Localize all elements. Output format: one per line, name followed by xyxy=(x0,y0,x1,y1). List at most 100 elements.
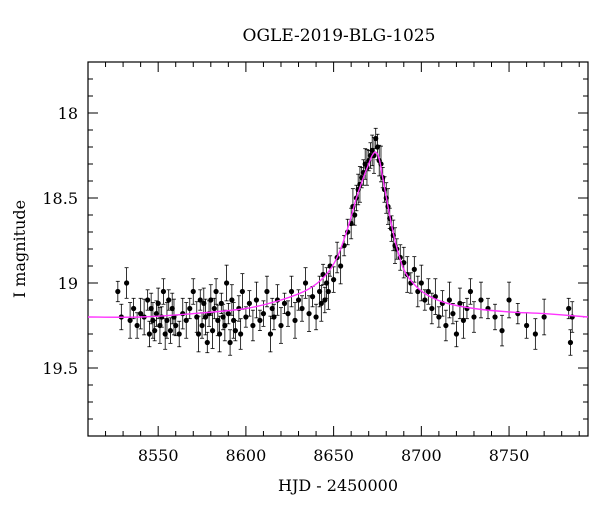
data-point xyxy=(150,317,156,323)
data-point xyxy=(443,322,449,329)
data-point xyxy=(457,300,463,306)
data-point xyxy=(352,212,358,218)
data-point xyxy=(499,328,505,334)
data-point xyxy=(281,300,288,306)
data-point xyxy=(373,135,379,142)
data-point xyxy=(208,297,214,303)
data-point xyxy=(218,300,224,306)
data-point xyxy=(292,317,298,323)
data-point xyxy=(285,311,291,317)
data-point xyxy=(295,297,302,303)
data-point xyxy=(204,339,210,346)
data-point xyxy=(288,288,295,295)
plot-frame xyxy=(87,61,589,437)
data-point xyxy=(146,331,153,337)
data-point xyxy=(138,311,144,317)
data-point xyxy=(213,288,219,295)
data-point xyxy=(243,314,249,320)
y-tick-label: 18 xyxy=(58,104,78,123)
data-point xyxy=(222,322,228,329)
data-point xyxy=(155,300,161,306)
data-point xyxy=(127,317,133,323)
data-point xyxy=(225,311,231,317)
data-point xyxy=(467,288,474,295)
data-point xyxy=(199,322,205,329)
y-tick-labels: 18 18.5 19 19.5 xyxy=(42,104,78,378)
data-point xyxy=(238,331,244,337)
data-point xyxy=(187,305,193,312)
data-point xyxy=(223,280,230,286)
data-point xyxy=(131,305,137,312)
data-point xyxy=(492,314,498,320)
data-point xyxy=(338,263,344,269)
data-point xyxy=(313,314,319,320)
model-curve xyxy=(87,151,589,318)
data-point xyxy=(299,305,305,312)
data-point xyxy=(429,305,435,312)
data-point xyxy=(422,297,428,303)
data-point xyxy=(246,300,253,306)
data-point xyxy=(231,317,237,323)
data-point xyxy=(232,328,238,334)
data-point xyxy=(211,305,217,312)
data-point xyxy=(478,297,484,303)
data-point xyxy=(453,331,460,337)
data-point xyxy=(532,331,538,337)
data-point xyxy=(157,322,163,329)
data-point xyxy=(134,322,140,329)
data-point xyxy=(194,314,200,320)
x-tick-label: 8650 xyxy=(313,446,354,465)
data-point xyxy=(227,339,233,346)
data-point xyxy=(541,314,547,320)
data-point xyxy=(216,331,223,337)
data-point xyxy=(250,322,256,329)
data-point xyxy=(197,297,203,303)
data-point xyxy=(167,328,174,334)
data-point xyxy=(471,314,477,320)
data-point xyxy=(523,322,530,329)
data-point xyxy=(415,288,421,295)
data-point xyxy=(215,317,221,323)
y-tick-label: 18.5 xyxy=(42,189,78,208)
data-point xyxy=(201,300,207,306)
data-point xyxy=(369,147,375,153)
data-point xyxy=(446,297,453,303)
y-tick-label: 19 xyxy=(58,274,78,293)
data-point xyxy=(148,305,154,312)
data-point xyxy=(253,297,260,303)
x-tick-label: 8600 xyxy=(226,446,267,465)
data-point xyxy=(195,331,202,337)
data-point xyxy=(425,288,431,295)
data-point xyxy=(169,305,175,312)
data-point xyxy=(411,266,417,272)
data-point xyxy=(306,311,312,317)
data-point xyxy=(164,317,170,323)
data-point xyxy=(202,314,209,320)
data-point xyxy=(418,280,424,286)
data-point xyxy=(264,288,270,295)
data-point xyxy=(325,288,331,295)
data-point xyxy=(567,339,574,346)
data-point xyxy=(302,280,309,286)
y-axis-label: I magnitude xyxy=(10,200,29,298)
data-point xyxy=(115,288,121,295)
data-point xyxy=(152,328,158,334)
data-point xyxy=(183,317,189,323)
data-point xyxy=(176,331,182,337)
y-tick-label: 19.5 xyxy=(42,359,78,378)
data-point xyxy=(173,322,179,329)
data-point xyxy=(401,260,407,266)
data-point xyxy=(322,297,328,303)
data-point xyxy=(269,305,275,312)
data-point xyxy=(316,288,323,295)
data-point xyxy=(260,311,267,317)
data-point xyxy=(374,144,381,150)
x-axis-label: HJD - 2450000 xyxy=(278,476,398,495)
data-point xyxy=(436,314,442,320)
data-point xyxy=(460,317,467,323)
x-tick-label: 8700 xyxy=(401,446,442,465)
data-point xyxy=(220,314,226,320)
chart-title: OGLE-2019-BLG-1025 xyxy=(243,26,436,46)
data-point xyxy=(145,297,151,303)
